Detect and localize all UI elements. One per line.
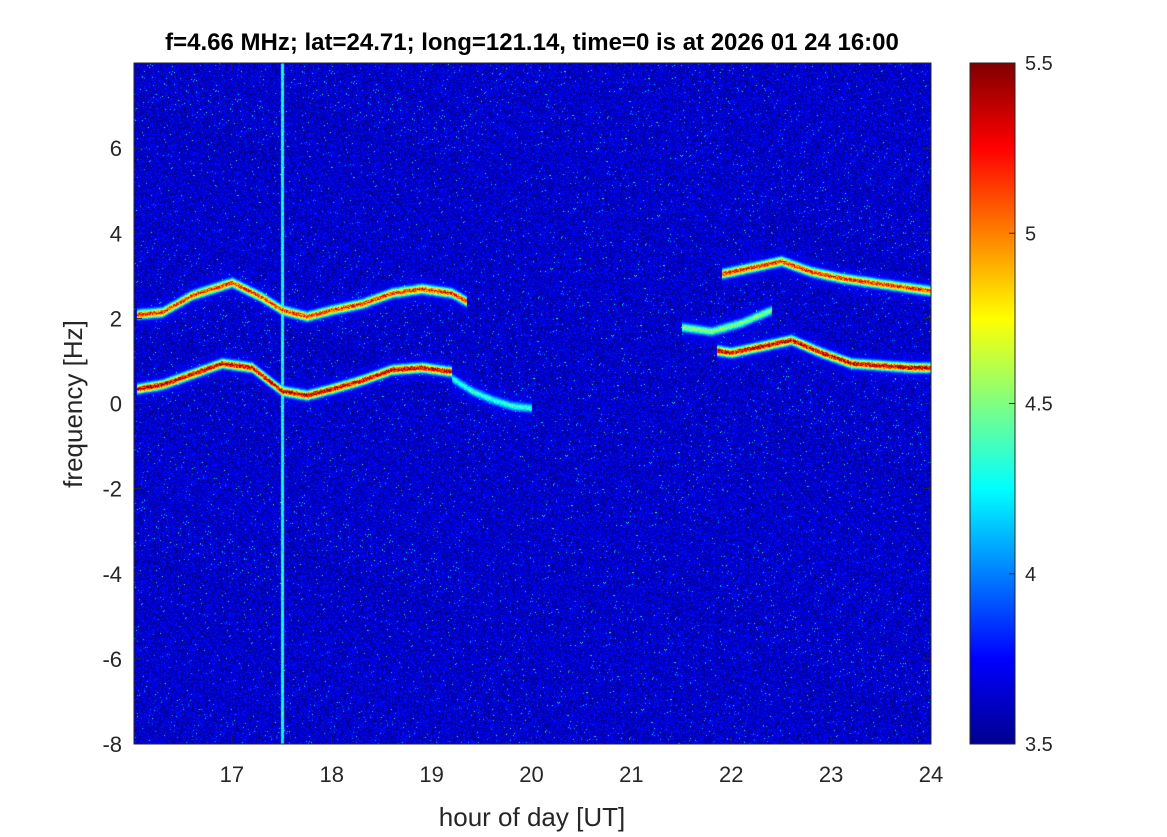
x-tick-label: 24 <box>919 762 943 787</box>
colorbar-tick-label: 5 <box>1025 223 1036 245</box>
colorbar-tick-label: 3.5 <box>1025 734 1053 756</box>
chart-title: f=4.66 MHz; lat=24.71; long=121.14, time… <box>165 29 899 56</box>
x-tick-label: 23 <box>819 762 843 787</box>
heatmap-plot-area <box>133 62 932 745</box>
x-tick-label: 19 <box>419 762 443 787</box>
colorbar-tick-label: 5.5 <box>1025 53 1053 75</box>
y-tick-label: -2 <box>102 477 122 502</box>
y-tick-label: -6 <box>102 647 122 672</box>
x-tick-label: 22 <box>719 762 743 787</box>
x-tick-label: 17 <box>220 762 244 787</box>
x-tick-label: 20 <box>519 762 543 787</box>
y-tick-label: -4 <box>102 562 122 587</box>
colorbar-tick-label: 4 <box>1025 564 1036 586</box>
y-tick-label: -8 <box>102 732 122 757</box>
y-axis: -8 -6 -4 -2 0 2 4 6 <box>102 136 931 757</box>
x-tick-label: 21 <box>619 762 643 787</box>
colorbar-gradient <box>969 62 1016 745</box>
colorbar-ticks: 3.5 4 4.5 5 5.5 <box>1009 53 1053 756</box>
colorbar-tick-label: 4.5 <box>1025 394 1053 416</box>
y-tick-label: 4 <box>110 221 122 246</box>
colorbar: 3.5 4 4.5 5 5.5 <box>969 53 1053 756</box>
x-axis-label: hour of day [UT] <box>439 802 625 832</box>
x-axis: 17 18 19 20 21 22 23 24 <box>220 63 943 787</box>
y-axis-label: frequency [Hz] <box>58 320 88 488</box>
x-tick-label: 18 <box>320 762 344 787</box>
y-tick-label: 6 <box>110 136 122 161</box>
y-tick-label: 2 <box>110 306 122 331</box>
heatmap-canvas <box>134 63 931 744</box>
y-tick-label: 0 <box>110 392 122 417</box>
